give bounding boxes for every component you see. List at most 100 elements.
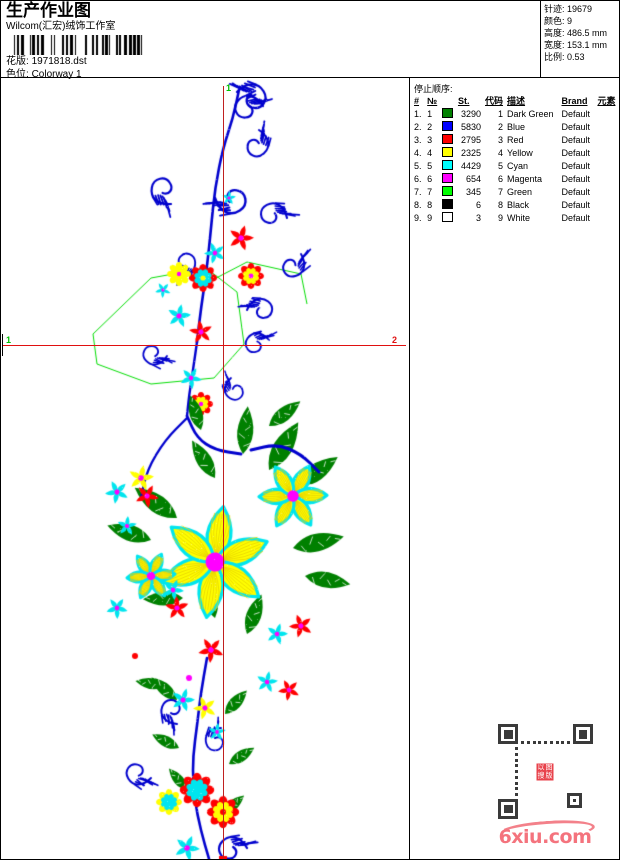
color-cell-brand: Default [561, 109, 591, 119]
col-header-element: 元素 [597, 96, 616, 106]
table-row: 3. 3 2795 3 Red Default [413, 134, 619, 147]
color-cell-element [596, 121, 619, 134]
table-row: 7. 7 345 7 Green Default [413, 186, 619, 199]
qr-block: 以图搜版 6xiu.com [485, 724, 605, 851]
color-cell-description: White [507, 213, 531, 223]
color-cell-description: Cyan [507, 161, 529, 171]
header-left-block: 生产作业图 Wilcom(汇宏)绒饰工作室 花版: 1971818.dst 色位… [6, 2, 396, 81]
studio-subtitle: Wilcom(汇宏)绒饰工作室 [6, 21, 116, 32]
body-area: 1 1 2 停止顺序: # № St. 代码 描述 [1, 78, 619, 859]
axis-label-horizontal-left: 1 [6, 335, 12, 345]
height-label: 高度: [544, 28, 565, 38]
color-cell-brand: Default [561, 135, 591, 145]
height-value: 486.5 mm [567, 28, 608, 38]
col-header-number: № [427, 96, 438, 106]
design-file-label: 花版: [6, 56, 29, 67]
table-row: 8. 8 6 8 Black Default [413, 199, 619, 212]
color-cell-code: 6 [498, 174, 504, 184]
table-row: 9. 9 3 9 White Default [413, 212, 619, 225]
color-cell-number: 3 [427, 135, 433, 145]
color-table-header-row: # № St. 代码 描述 Brand 元素 [413, 96, 619, 108]
width-value: 153.1 mm [567, 40, 608, 50]
stop-sequence-block: 停止顺序: # № St. 代码 描述 Brand 元素 [410, 84, 619, 225]
color-cell-number: 8 [427, 200, 433, 210]
design-info-panel: 针迹: 19679 颜色: 9 高度: 486.5 mm 宽度: 153.1 m… [540, 1, 619, 78]
color-cell-description: Blue [507, 122, 526, 132]
color-cell-code: 3 [498, 135, 504, 145]
horizontal-axis-line [2, 345, 406, 346]
color-cell-index: 7. [414, 187, 422, 197]
color-cell-stitches: 3 [476, 213, 482, 223]
color-cell-code: 7 [498, 187, 504, 197]
color-cell-brand: Default [561, 122, 591, 132]
col-header-code: 代码 [485, 96, 504, 106]
colorway-label: 色位: [6, 69, 29, 80]
col-header-stitches: St. [457, 96, 470, 106]
color-cell-description: Red [507, 135, 524, 145]
color-swatch-cell [441, 160, 457, 173]
color-swatch-icon [442, 186, 454, 196]
color-swatch-cell [441, 147, 457, 160]
colorway-row: 色位: Colorway 1 [6, 68, 396, 81]
color-cell-element [596, 160, 619, 173]
color-swatch-icon [442, 147, 454, 157]
color-table-body: 1. 1 3290 1 Dark Green Default 2. 2 5830 2 Blue Def… [413, 108, 619, 225]
color-cell-description: Dark Green [507, 109, 554, 119]
design-file-row: 花版: 1971818.dst [6, 55, 396, 68]
info-row-colors: 颜色: 9 [544, 15, 619, 27]
color-table: # № St. 代码 描述 Brand 元素 1. 1 3290 1 Dark Gree… [413, 96, 619, 225]
color-cell-code: 5 [498, 161, 504, 171]
color-swatch-icon [442, 160, 454, 170]
table-row: 4. 4 2325 4 Yellow Default [413, 147, 619, 160]
color-swatch-icon [442, 134, 454, 144]
table-row: 5. 5 4429 5 Cyan Default [413, 160, 619, 173]
brand-logo-text: 6xiu.com [498, 826, 592, 848]
design-preview-pane: 1 1 2 [1, 78, 410, 859]
color-cell-index: 8. [414, 200, 422, 210]
color-swatch-cell [441, 134, 457, 147]
axis-origin-tick [2, 334, 3, 356]
color-cell-description: Green [507, 187, 533, 197]
vertical-axis-line [223, 86, 224, 859]
color-swatch-cell [441, 212, 457, 225]
color-cell-number: 9 [427, 213, 433, 223]
scale-label: 比例: [544, 52, 565, 62]
axis-label-horizontal-right: 2 [392, 335, 398, 345]
color-cell-stitches: 654 [465, 174, 482, 184]
color-cell-element [596, 186, 619, 199]
page-title: 生产作业图 [6, 1, 91, 20]
colors-value: 9 [567, 16, 573, 26]
col-header-brand: Brand [561, 96, 588, 106]
color-swatch-icon [442, 199, 454, 209]
info-row-height: 高度: 486.5 mm [544, 27, 619, 39]
color-cell-brand: Default [561, 161, 591, 171]
col-header-swatch [441, 96, 457, 108]
color-cell-index: 4. [414, 148, 422, 158]
color-cell-code: 8 [498, 200, 504, 210]
scale-value: 0.53 [567, 52, 585, 62]
color-cell-stitches: 345 [465, 187, 482, 197]
embroidery-design-image [1, 78, 409, 859]
color-cell-element [596, 108, 619, 121]
color-cell-code: 9 [498, 213, 504, 223]
color-cell-stitches: 5830 [460, 122, 482, 132]
color-swatch-cell [441, 121, 457, 134]
col-header-description: 描述 [507, 96, 526, 106]
color-swatch-cell [441, 199, 457, 212]
header-bar: 生产作业图 Wilcom(汇宏)绒饰工作室 花版: 1971818.dst 色位… [1, 1, 619, 81]
info-row-width: 宽度: 153.1 mm [544, 39, 619, 51]
color-cell-number: 5 [427, 161, 433, 171]
color-cell-description: Magenta [507, 174, 543, 184]
color-cell-index: 3. [414, 135, 422, 145]
info-row-scale: 比例: 0.53 [544, 51, 619, 63]
color-cell-index: 5. [414, 161, 422, 171]
color-cell-stitches: 3290 [460, 109, 482, 119]
design-file-value: 1971818.dst [31, 56, 87, 67]
color-cell-brand: Default [561, 213, 591, 223]
qr-code-wrapper[interactable]: 以图搜版 [497, 724, 593, 819]
color-cell-element [596, 212, 619, 225]
color-cell-number: 2 [427, 122, 433, 132]
color-cell-brand: Default [561, 174, 591, 184]
color-cell-stitches: 2325 [460, 148, 482, 158]
color-cell-index: 9. [414, 213, 422, 223]
